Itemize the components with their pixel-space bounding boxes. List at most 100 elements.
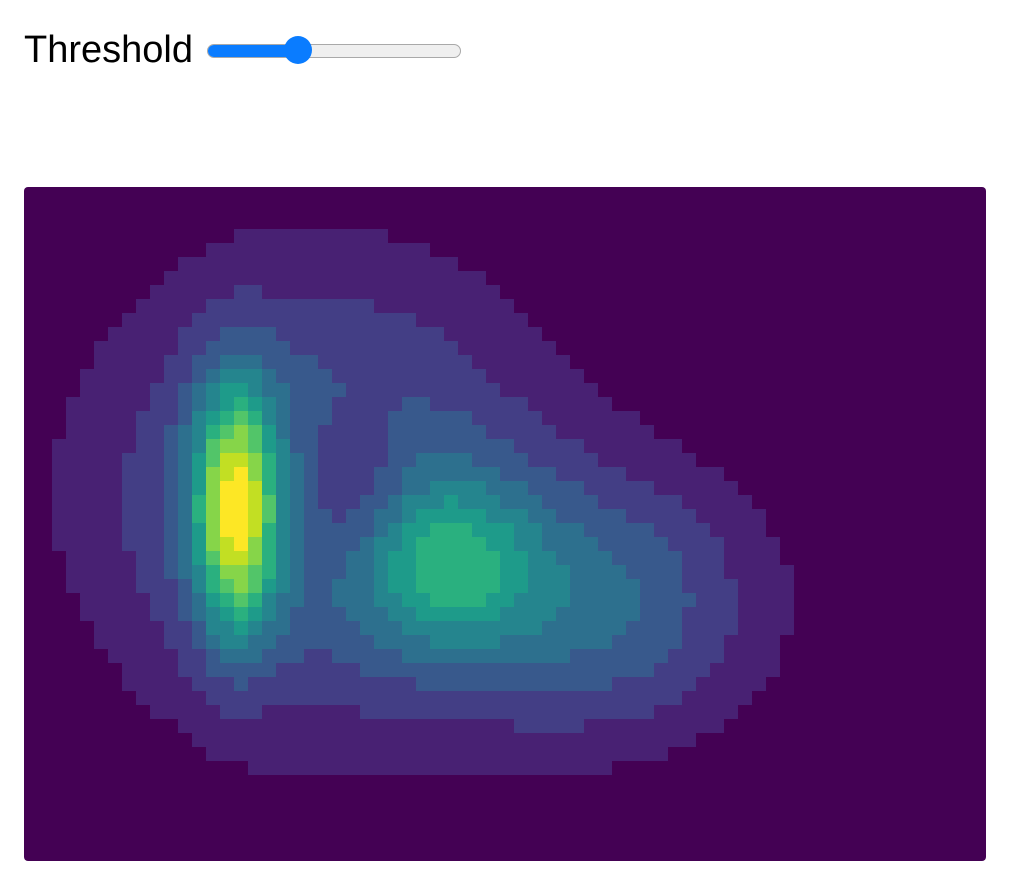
contour-cell — [444, 719, 459, 734]
threshold-slider[interactable] — [206, 33, 461, 67]
contour-cell — [388, 313, 403, 328]
contour-cell — [80, 313, 95, 328]
contour-cell — [262, 439, 277, 454]
contour-cell — [80, 509, 95, 524]
contour-cell — [710, 271, 725, 286]
contour-cell — [206, 467, 221, 482]
contour-cell — [752, 523, 767, 538]
contour-cell — [570, 425, 585, 440]
contour-cell — [654, 369, 669, 384]
contour-cell — [556, 649, 571, 664]
contour-cell — [794, 677, 809, 692]
slider-track[interactable] — [206, 44, 461, 58]
contour-cell — [920, 859, 935, 861]
contour-cell — [248, 747, 263, 762]
contour-cell — [752, 467, 767, 482]
contour-cell — [514, 565, 529, 580]
contour-cell — [584, 355, 599, 370]
contour-cell — [458, 257, 473, 272]
contour-cell — [542, 733, 557, 748]
contour-cell — [304, 845, 319, 860]
contour-cell — [38, 187, 53, 202]
contour-cell — [178, 775, 193, 790]
contour-cell — [962, 565, 977, 580]
contour-cell — [164, 215, 179, 230]
contour-cell — [808, 705, 823, 720]
contour-cell — [94, 677, 109, 692]
contour-cell — [262, 649, 277, 664]
contour-cell — [150, 439, 165, 454]
contour-cell — [864, 817, 879, 832]
contour-cell — [864, 621, 879, 636]
contour-cell — [668, 845, 683, 860]
contour-cell — [892, 453, 907, 468]
contour-cell — [472, 369, 487, 384]
contour-cell — [332, 761, 347, 776]
contour-cell — [934, 383, 949, 398]
contour-cell — [94, 187, 109, 202]
contour-cell — [80, 761, 95, 776]
contour-cell — [276, 215, 291, 230]
contour-cell — [668, 467, 683, 482]
contour-cell — [808, 663, 823, 678]
contour-cell — [52, 327, 67, 342]
contour-cell — [150, 313, 165, 328]
contour-cell — [416, 551, 431, 566]
contour-cell — [24, 285, 39, 300]
contour-cell — [94, 229, 109, 244]
contour-cell — [794, 719, 809, 734]
contour-cell — [458, 523, 473, 538]
contour-cell — [934, 565, 949, 580]
contour-cell — [122, 453, 137, 468]
contour-cell — [892, 775, 907, 790]
contour-cell — [472, 579, 487, 594]
contour-cell — [598, 831, 613, 846]
contour-cell — [94, 299, 109, 314]
contour-cell — [472, 537, 487, 552]
contour-cell — [402, 593, 417, 608]
contour-cell — [864, 355, 879, 370]
contour-cell — [738, 397, 753, 412]
contour-cell — [80, 817, 95, 832]
contour-cell — [794, 845, 809, 860]
contour-cell — [598, 229, 613, 244]
contour-cell — [24, 691, 39, 706]
contour-cell — [640, 817, 655, 832]
contour-cell — [710, 565, 725, 580]
contour-cell — [710, 621, 725, 636]
contour-cell — [682, 299, 697, 314]
contour-cell — [850, 593, 865, 608]
contour-cell — [290, 719, 305, 734]
contour-cell — [976, 593, 986, 608]
contour-cell — [892, 369, 907, 384]
contour-cell — [752, 677, 767, 692]
contour-cell — [234, 705, 249, 720]
contour-cell — [878, 789, 893, 804]
contour-cell — [542, 341, 557, 356]
contour-cell — [248, 453, 263, 468]
contour-cell — [850, 845, 865, 860]
contour-cell — [262, 411, 277, 426]
contour-cell — [346, 453, 361, 468]
contour-cell — [528, 845, 543, 860]
contour-cell — [276, 201, 291, 216]
contour-cell — [234, 285, 249, 300]
contour-cell — [38, 677, 53, 692]
contour-cell — [486, 327, 501, 342]
contour-cell — [682, 691, 697, 706]
contour-cell — [556, 243, 571, 258]
contour-cell — [696, 467, 711, 482]
contour-cell — [472, 859, 487, 861]
contour-cell — [626, 831, 641, 846]
contour-cell — [668, 579, 683, 594]
slider-thumb[interactable] — [283, 36, 312, 64]
contour-cell — [458, 313, 473, 328]
contour-cell — [24, 425, 39, 440]
contour-cell — [724, 257, 739, 272]
contour-cell — [66, 845, 81, 860]
contour-cell — [976, 425, 986, 440]
contour-cell — [178, 691, 193, 706]
contour-cell — [934, 677, 949, 692]
contour-cell — [136, 495, 151, 510]
contour-cell — [248, 775, 263, 790]
